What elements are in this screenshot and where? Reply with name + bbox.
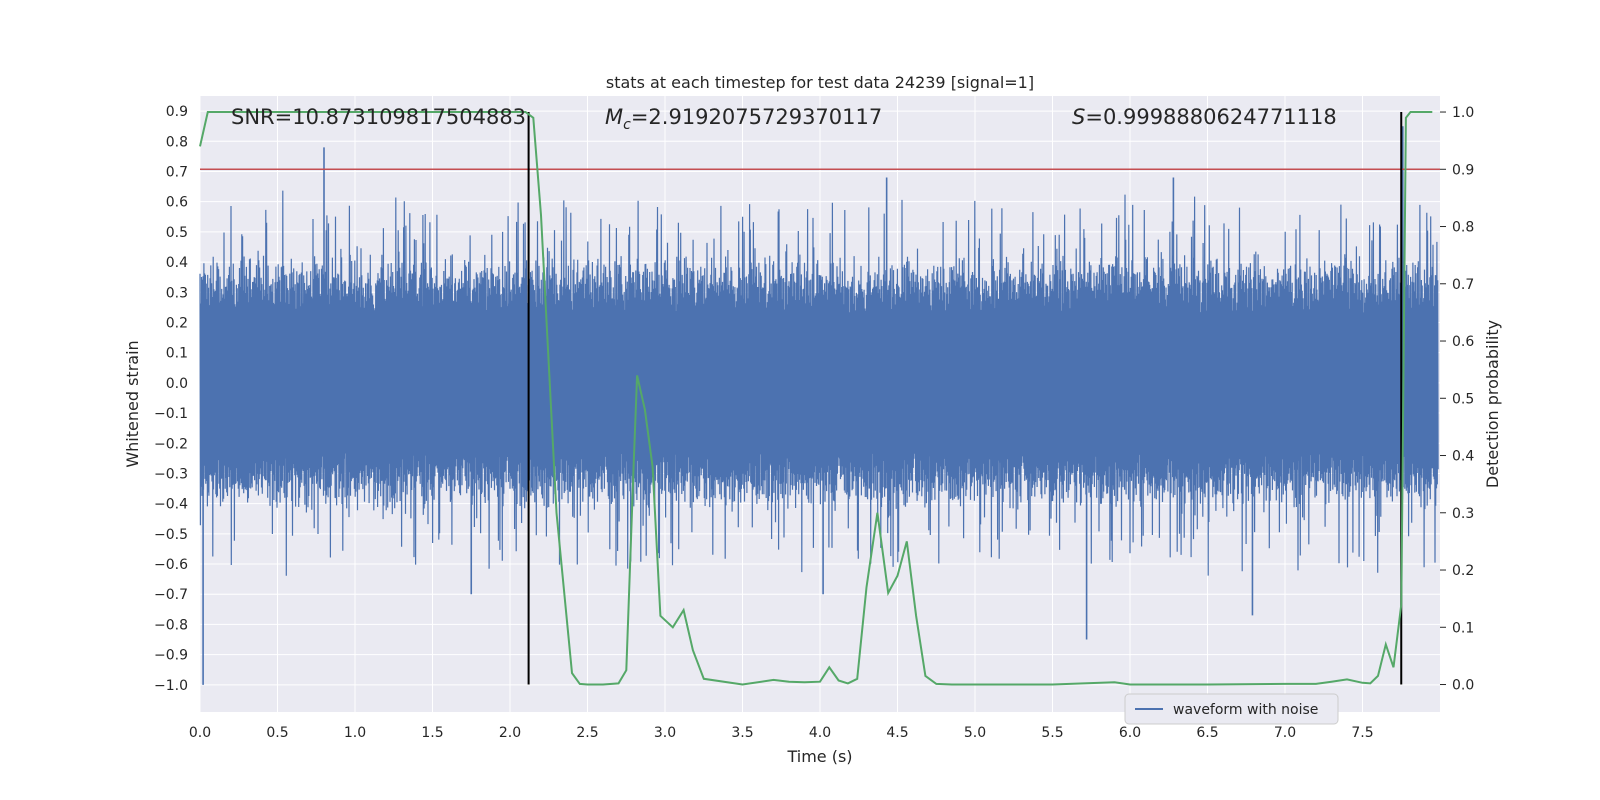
y2-tick-label: 1.0 — [1452, 105, 1474, 121]
chart-title: stats at each timestep for test data 242… — [606, 73, 1034, 92]
chirp-mass-subscript: c — [623, 117, 631, 133]
legend: waveform with noise — [1124, 693, 1339, 725]
y2-tick-label: 0.8 — [1452, 220, 1474, 236]
score-annotation: S=0.9998880624771118 — [1072, 105, 1337, 129]
x-tick-label: 2.0 — [499, 725, 521, 741]
x-tick-label: 0.5 — [266, 725, 288, 741]
x-tick-label: 5.5 — [1041, 725, 1063, 741]
y-tick-label: −0.4 — [154, 497, 188, 513]
x-axis-label: Time (s) — [786, 747, 852, 766]
x-tick-label: 3.0 — [654, 725, 676, 741]
legend-box — [1124, 693, 1339, 725]
x-tick-label: 7.5 — [1351, 725, 1373, 741]
score-value: =0.9998880624771118 — [1085, 105, 1336, 129]
y-tick-label: 0.7 — [166, 164, 188, 180]
x-tick-label: 1.5 — [421, 725, 443, 741]
y-tick-label: 0.2 — [166, 315, 188, 331]
x-tick-label: 2.5 — [576, 725, 598, 741]
y2-tick-label: 0.9 — [1452, 162, 1474, 178]
y-tick-label: −0.3 — [154, 466, 188, 482]
y-axis-ticks: 0.9 0.8 0.7 0.6 0.5 0.4 0.3 0.2 0.1 0.0 −0.1 −0.2 −0… — [154, 104, 188, 694]
x-tick-label: 7.0 — [1274, 725, 1296, 741]
y-tick-label: −0.6 — [154, 557, 188, 573]
x-axis-ticks: 0.0 0.5 1.0 1.5 2.0 2.5 3.0 3.5 4.0 4.5 5.0 5.5 6.0 6… — [189, 725, 1374, 741]
strain-trace — [199, 190, 1439, 576]
y-tick-label: −0.9 — [154, 648, 188, 664]
y2-tick-label: 0.4 — [1452, 449, 1474, 465]
y-tick-label: −0.2 — [154, 436, 188, 452]
x-tick-label: 4.0 — [809, 725, 831, 741]
y-tick-label: 0.4 — [166, 255, 188, 271]
x-tick-label: 6.5 — [1196, 725, 1218, 741]
x-tick-label: 6.0 — [1119, 725, 1141, 741]
y-tick-label: 0.8 — [166, 134, 188, 150]
y2-tick-label: 0.0 — [1452, 678, 1474, 694]
chirp-mass-annotation: Mc=2.9192075729370117 — [605, 105, 882, 133]
x-tick-label: 5.0 — [964, 725, 986, 741]
chirp-mass-value: =2.9192075729370117 — [631, 105, 882, 129]
y-tick-label: −0.7 — [154, 587, 188, 603]
x-tick-label: 3.5 — [731, 725, 753, 741]
detection-probability-line — [199, 111, 1433, 686]
y-tick-label: −0.5 — [154, 527, 188, 543]
y-tick-label: 0.6 — [166, 195, 188, 211]
y2-tick-label: 0.1 — [1452, 620, 1474, 636]
y2-axis-label: Detection probability — [1483, 320, 1502, 488]
snr-annotation: SNR=10.873109817504883 — [231, 105, 526, 129]
y2-axis-ticks: 1.0 0.9 0.8 0.7 0.6 0.5 0.4 0.3 0.2 0.1 0.0 — [1440, 105, 1474, 694]
y2-tick-label: 0.3 — [1452, 506, 1474, 522]
y-tick-label: 0.5 — [166, 225, 188, 241]
y-tick-label: 0.3 — [166, 285, 188, 301]
y2-tick-label: 0.2 — [1452, 563, 1474, 579]
y-tick-label: −0.1 — [154, 406, 188, 422]
y2-tick-label: 0.7 — [1452, 277, 1474, 293]
y-tick-label: 0.0 — [166, 376, 188, 392]
y-tick-label: 0.9 — [166, 104, 188, 120]
x-tick-label: 1.0 — [344, 725, 366, 741]
y2-tick-label: 0.6 — [1452, 334, 1474, 350]
x-tick-label: 0.0 — [189, 725, 211, 741]
legend-label: waveform with noise — [1173, 702, 1318, 718]
chirp-mass-symbol: M — [605, 105, 623, 129]
x-tick-label: 4.5 — [886, 725, 908, 741]
y-tick-label: −0.8 — [154, 617, 188, 633]
y-tick-label: 0.1 — [166, 346, 188, 362]
score-symbol: S — [1072, 105, 1085, 129]
y2-tick-label: 0.5 — [1452, 391, 1474, 407]
y-axis-label: Whitened strain — [123, 340, 142, 467]
y-tick-label: −1.0 — [154, 678, 188, 694]
